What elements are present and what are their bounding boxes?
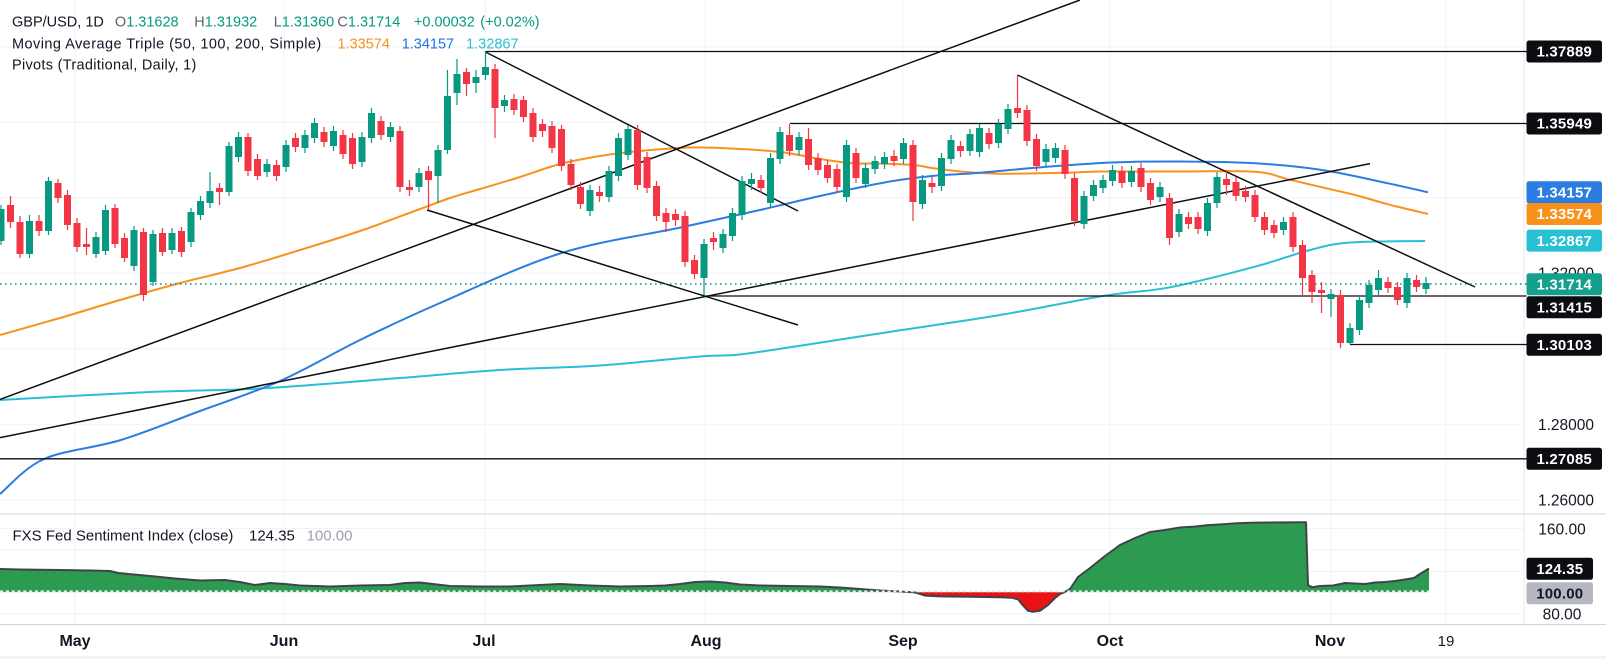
- svg-text:Moving Average Triple (50, 100: Moving Average Triple (50, 100, 200, Sim…: [12, 37, 322, 53]
- svg-text:1.35949: 1.35949: [1536, 116, 1592, 133]
- svg-text:(+0.02%): (+0.02%): [480, 14, 539, 30]
- svg-text:+0.00032: +0.00032: [414, 14, 475, 30]
- svg-text:1.33574: 1.33574: [1536, 206, 1592, 223]
- svg-text:1.37889: 1.37889: [1536, 44, 1592, 61]
- svg-text:Jun: Jun: [270, 633, 298, 650]
- svg-text:1.34157: 1.34157: [1536, 185, 1592, 202]
- svg-text:1.31932: 1.31932: [205, 14, 257, 30]
- svg-text:Pivots (Traditional, Daily, 1): Pivots (Traditional, Daily, 1): [12, 58, 197, 74]
- svg-text:L: L: [274, 14, 282, 30]
- svg-text:C: C: [337, 14, 347, 30]
- svg-text:1.31714: 1.31714: [348, 14, 400, 30]
- svg-text:1.26000: 1.26000: [1538, 492, 1594, 509]
- svg-text:Aug: Aug: [690, 633, 721, 650]
- svg-text:1.34157: 1.34157: [402, 37, 454, 53]
- svg-text:Nov: Nov: [1315, 633, 1345, 650]
- svg-text:1.31415: 1.31415: [1536, 300, 1592, 317]
- svg-text:Oct: Oct: [1097, 633, 1124, 650]
- svg-text:H: H: [194, 14, 204, 30]
- svg-text:1.30103: 1.30103: [1536, 337, 1592, 354]
- svg-text:O: O: [115, 14, 126, 30]
- svg-text:1.33574: 1.33574: [338, 37, 390, 53]
- svg-text:1.28000: 1.28000: [1538, 417, 1594, 434]
- svg-text:1.31628: 1.31628: [126, 14, 178, 30]
- svg-text:FXS Fed Sentiment Index (close: FXS Fed Sentiment Index (close): [13, 528, 234, 545]
- svg-text:1.27085: 1.27085: [1536, 451, 1592, 468]
- svg-text:124.35: 124.35: [1536, 561, 1583, 578]
- svg-text:124.35: 124.35: [249, 528, 295, 545]
- svg-text:1.31714: 1.31714: [1536, 277, 1592, 294]
- svg-text:1.31360: 1.31360: [282, 14, 334, 30]
- svg-text:100.00: 100.00: [1536, 585, 1583, 602]
- svg-text:160.00: 160.00: [1538, 522, 1586, 539]
- svg-text:80.00: 80.00: [1543, 606, 1582, 623]
- svg-text:1.32867: 1.32867: [466, 37, 518, 53]
- svg-text:GBP/USD, 1D: GBP/USD, 1D: [12, 14, 104, 30]
- svg-text:Jul: Jul: [472, 633, 495, 650]
- svg-text:May: May: [59, 633, 90, 650]
- svg-text:19: 19: [1438, 633, 1455, 650]
- svg-text:100.00: 100.00: [307, 528, 353, 545]
- svg-text:1.32867: 1.32867: [1536, 233, 1592, 250]
- svg-text:Sep: Sep: [888, 633, 918, 650]
